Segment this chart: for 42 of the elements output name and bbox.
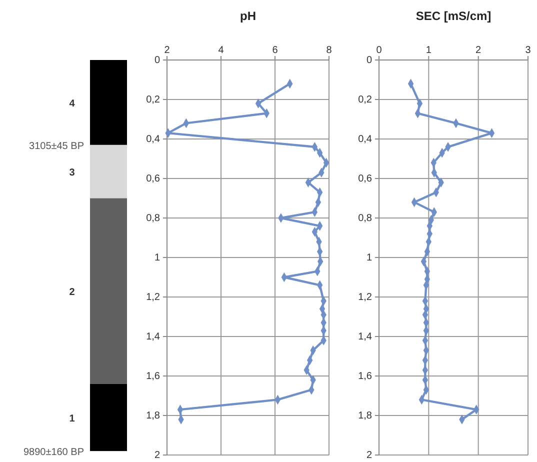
y-tick-label: 0,4 [358, 134, 372, 146]
series-label: 2 [69, 287, 76, 298]
bar [90, 60, 127, 145]
y-tick-label: 2 [366, 450, 372, 462]
y-tick-label: 2 [154, 450, 160, 462]
y-tick-label: 0,4 [146, 134, 160, 146]
x-tick-label: 2 [476, 45, 482, 56]
series-label: 1 [69, 413, 76, 424]
y-tick-label: 1,6 [358, 371, 372, 382]
bar [90, 198, 127, 384]
y-tick-label: 0,8 [146, 213, 160, 224]
series-label: 3 [69, 168, 76, 179]
chart-title: SEC [mS/cm] [416, 9, 492, 23]
y-tick-label: 0,2 [358, 94, 372, 106]
y-tick-label: 0 [154, 55, 160, 66]
y-tick-label: 0 [366, 55, 372, 66]
x-tick-label: 1 [426, 45, 432, 56]
bar [90, 144, 127, 198]
x-tick-label: 2 [164, 45, 170, 56]
y-tick-label: 1,2 [358, 292, 372, 304]
text: 3105±45 BP [29, 140, 84, 152]
y-tick-label: 0,8 [358, 213, 372, 224]
chart-title: pH [240, 9, 256, 23]
y-tick-label: 1,8 [146, 410, 160, 422]
x-tick-label: 6 [272, 45, 278, 56]
x-tick-label: 3 [525, 45, 532, 56]
x-tick-label: 4 [218, 45, 224, 56]
y-tick-label: 0,2 [146, 94, 160, 106]
text: 9890±160 BP [23, 447, 84, 458]
y-tick-label: 1,2 [146, 292, 160, 304]
y-tick-label: 1,8 [358, 410, 372, 422]
y-tick-label: 1,4 [146, 332, 160, 343]
y-tick-label: 1 [154, 252, 160, 264]
series-label: 4 [69, 98, 76, 110]
y-tick-label: 0,6 [146, 174, 160, 185]
y-tick-label: 1,6 [146, 371, 160, 382]
x-tick-label: 8 [326, 45, 332, 56]
y-tick-label: 1 [366, 252, 372, 264]
x-tick-label: 0 [376, 45, 382, 56]
y-tick-label: 0,6 [358, 174, 372, 185]
y-tick-label: 1,4 [358, 332, 372, 343]
bar [90, 384, 127, 452]
